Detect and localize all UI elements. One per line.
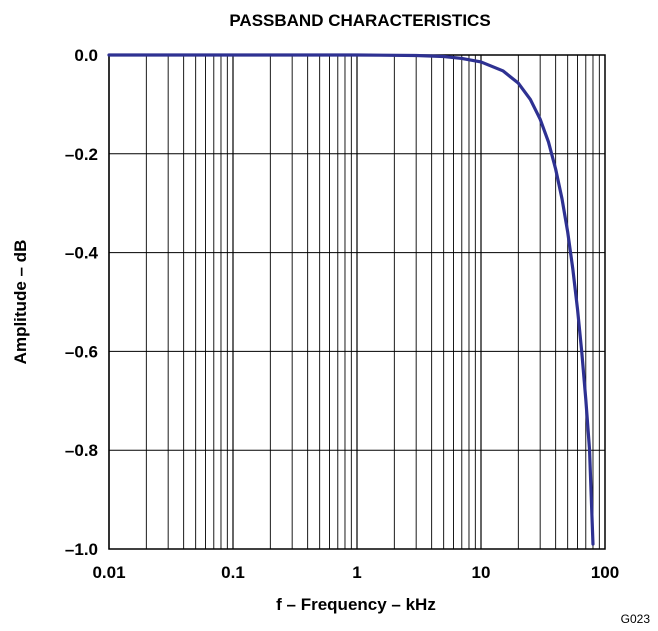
- x-axis-label: f – Frequency – kHz: [276, 595, 436, 614]
- x-tick-labels: 0.01 0.1 1 10 100: [92, 563, 619, 582]
- x-tick-label: 100: [591, 563, 619, 582]
- x-tick-label: 10: [472, 563, 491, 582]
- x-tick-label: 0.1: [221, 563, 245, 582]
- chart-title: PASSBAND CHARACTERISTICS: [229, 11, 490, 30]
- x-tick-label: 1: [352, 563, 361, 582]
- figure-code: G023: [621, 612, 651, 626]
- y-tick-labels: 0.0 –0.2 –0.4 –0.6 –0.8 –1.0: [65, 46, 99, 559]
- x-tick-label: 0.01: [92, 563, 125, 582]
- y-tick-label: 0.0: [74, 46, 98, 65]
- y-axis-label: Amplitude – dB: [11, 240, 30, 365]
- y-tick-label: –0.6: [65, 342, 98, 361]
- y-tick-label: –0.8: [65, 441, 98, 460]
- grid: [108, 54, 605, 550]
- y-tick-label: –1.0: [65, 540, 98, 559]
- y-tick-label: –0.2: [65, 145, 98, 164]
- series-line: [107, 53, 595, 546]
- y-tick-label: –0.4: [65, 244, 99, 263]
